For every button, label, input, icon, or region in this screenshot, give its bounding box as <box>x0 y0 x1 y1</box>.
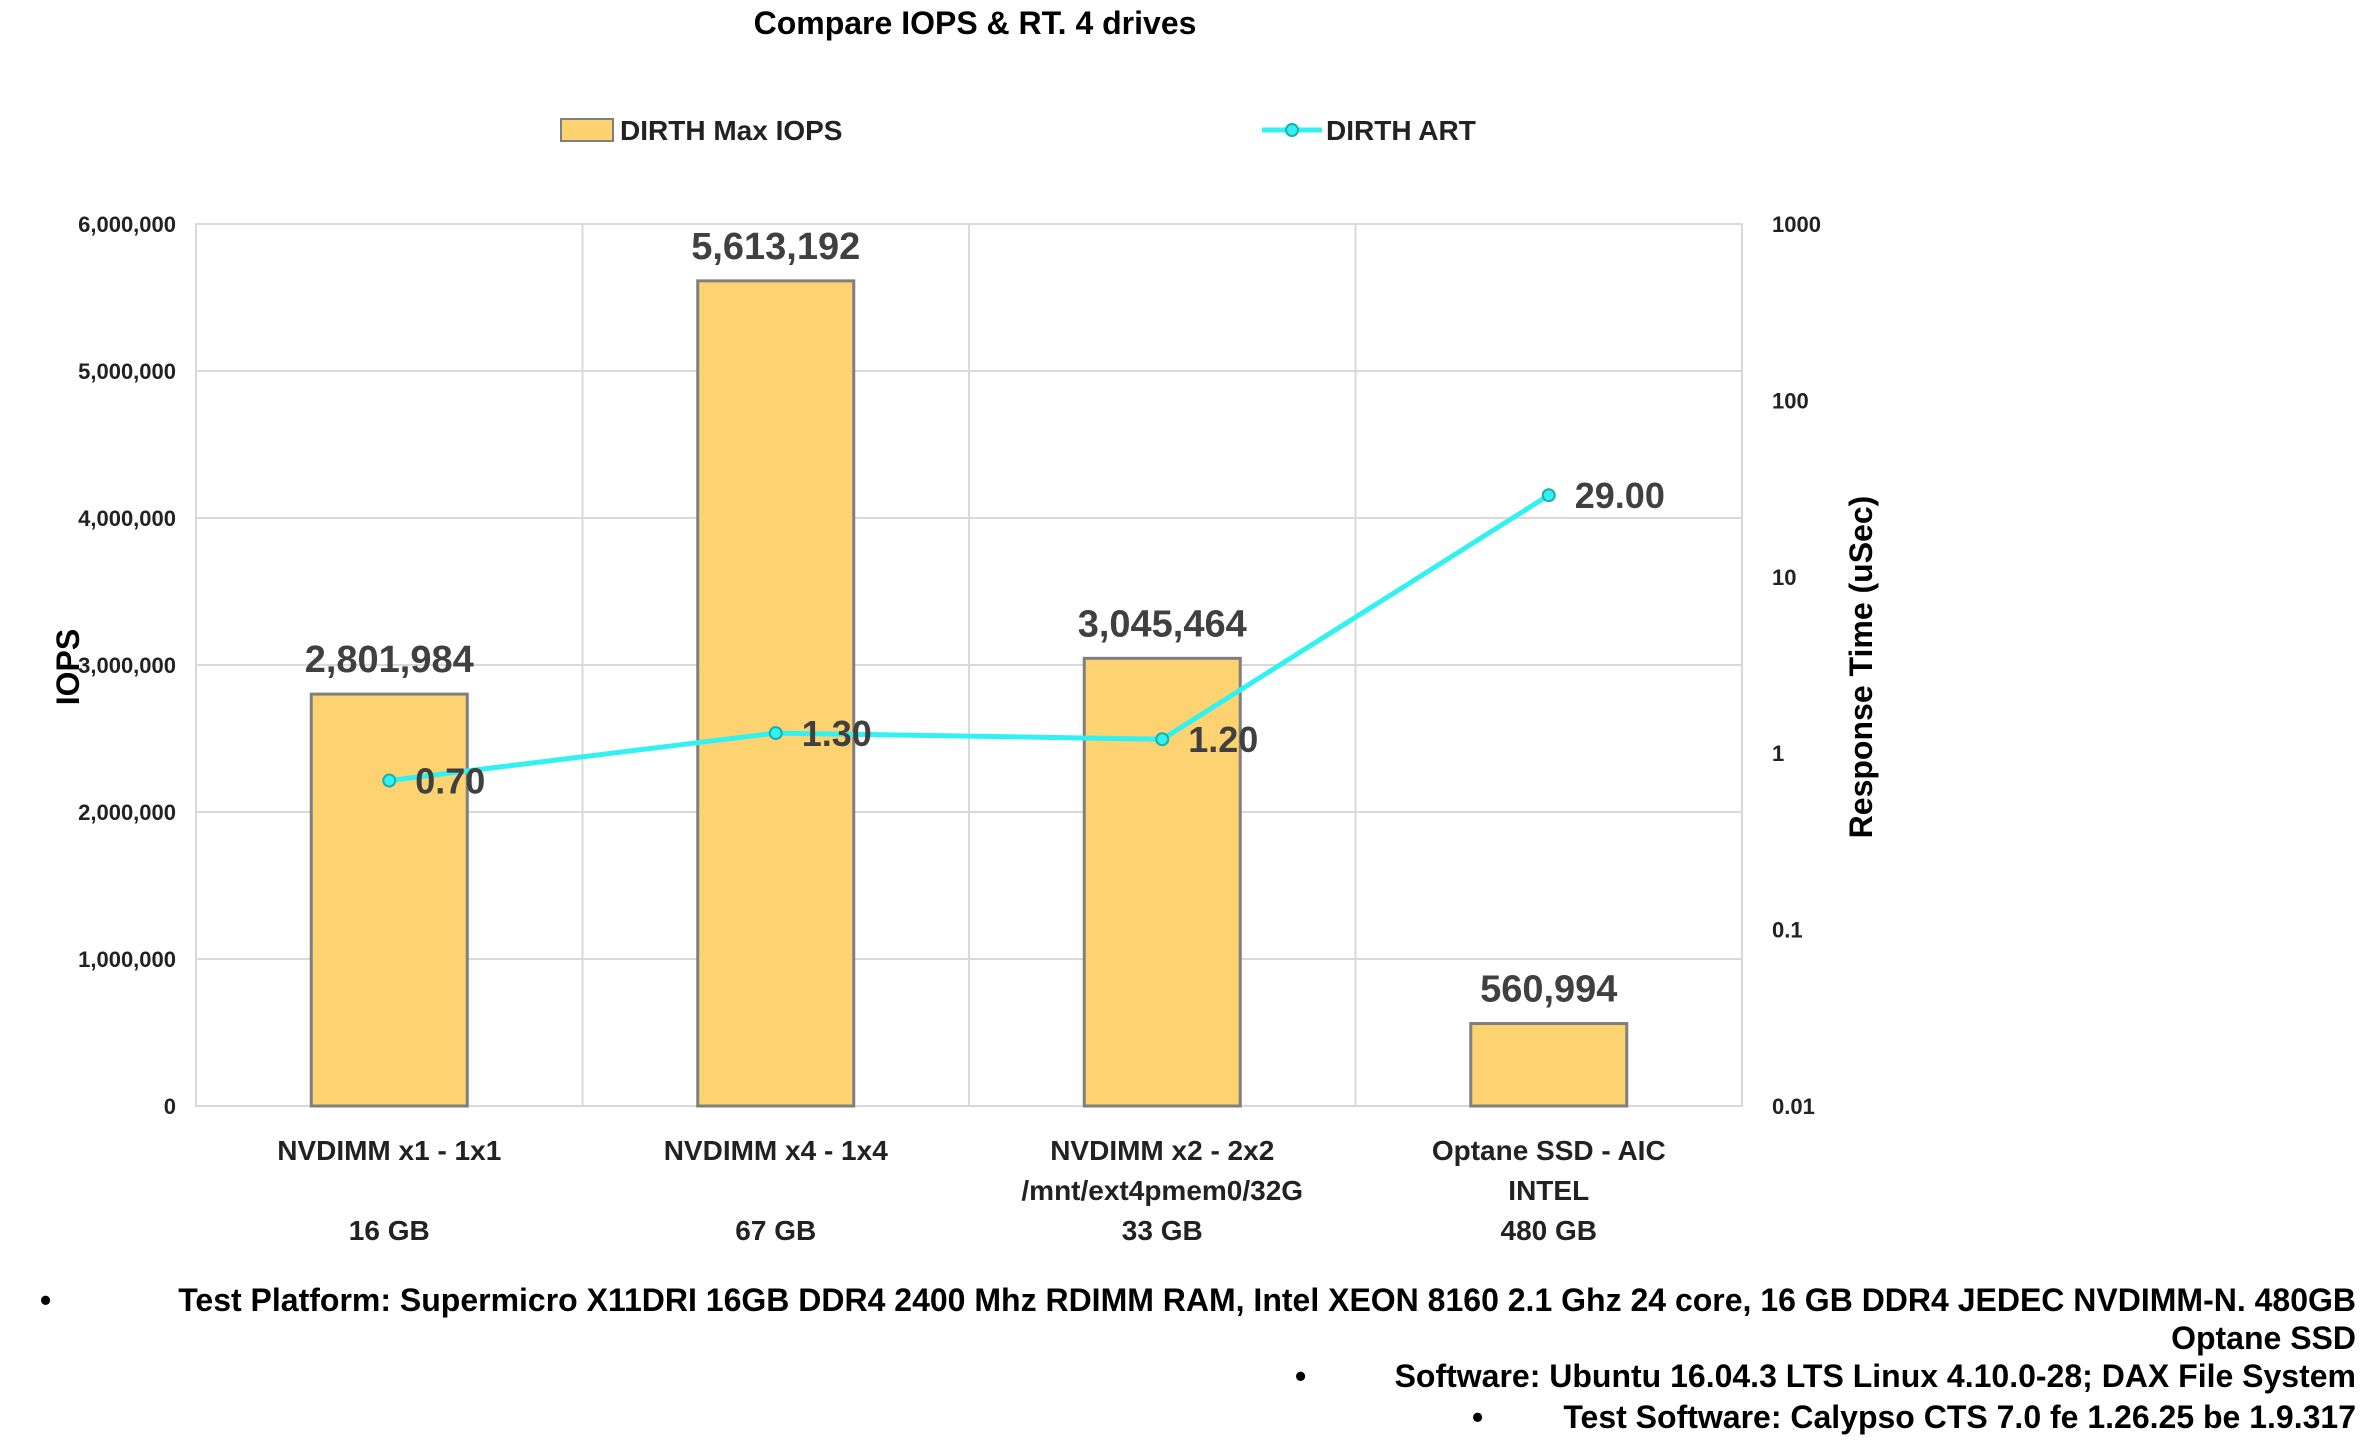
y2-tick-label: 0.1 <box>1772 918 1803 943</box>
bar-data-label: 560,994 <box>1480 969 1617 1011</box>
y2-tick-label: 0.01 <box>1772 1094 1815 1119</box>
bar-data-label: 2,801,984 <box>305 639 474 681</box>
art-point <box>1155 732 1170 747</box>
y-tick-label: 1,000,000 <box>78 947 176 972</box>
legend-swatch-iops <box>560 118 614 142</box>
y2-tick-label: 1000 <box>1772 212 1821 237</box>
x-category-label: 16 GB <box>349 1215 430 1246</box>
line-series: 0.70 1.30 1.20 29.00 <box>382 475 1665 802</box>
category-labels: NVDIMM x1 - 1x1 16 GB NVDIMM x4 - 1x4 67 GB… <box>277 1135 1665 1246</box>
bullet: • <box>1472 1399 1484 1435</box>
y2-tick-label: 10 <box>1772 565 1796 590</box>
art-data-label: 1.30 <box>802 713 872 754</box>
y-tick-label: 2,000,000 <box>78 800 176 825</box>
y-tick-label: 4,000,000 <box>78 506 176 531</box>
x-category-label: Optane SSD - AIC <box>1432 1135 1666 1166</box>
art-point <box>768 726 783 741</box>
x-category-label: NVDIMM x2 - 2x2 <box>1050 1135 1274 1166</box>
y-tick-label: 0 <box>164 1094 176 1119</box>
x-category-label: 33 GB <box>1122 1215 1203 1246</box>
art-data-label: 0.70 <box>415 761 485 802</box>
bar <box>309 692 469 1108</box>
note-text: Optane SSD <box>2171 1320 2356 1356</box>
y-tick-label: 6,000,000 <box>78 212 176 237</box>
art-point <box>382 773 397 788</box>
bar <box>1469 1022 1629 1108</box>
y-tick-label: 5,000,000 <box>78 359 176 384</box>
x-category-label: 480 GB <box>1501 1215 1598 1246</box>
right-axis-ticks: 0.01 0.1 1 10 100 1000 <box>1772 212 1821 1119</box>
bullet: • <box>40 1282 52 1318</box>
bar-series: 2,801,984 5,613,192 3,045,464 560,994 <box>305 226 1629 1108</box>
y-axis-label: IOPS <box>50 629 86 705</box>
chart-title: Compare IOPS & RT. 4 drives <box>754 5 1197 41</box>
y2-tick-label: 1 <box>1772 741 1784 766</box>
y2-axis-label: Response Time (uSec) <box>1843 496 1879 839</box>
x-category-label: /mnt/ext4pmem0/32G <box>1021 1175 1303 1206</box>
art-line <box>388 493 1551 784</box>
x-category-label: NVDIMM x4 - 1x4 <box>664 1135 888 1166</box>
art-data-label: 29.00 <box>1575 475 1665 516</box>
bar <box>696 279 856 1108</box>
bar-data-label: 5,613,192 <box>691 226 860 268</box>
note-text: Test Platform: Supermicro X11DRI 16GB DD… <box>178 1282 2356 1318</box>
art-point <box>1541 488 1556 503</box>
note-text: Software: Ubuntu 16.04.3 LTS Linux 4.10.… <box>1394 1358 2356 1394</box>
x-category-label: INTEL <box>1508 1175 1589 1206</box>
legend-label-iops: DIRTH Max IOPS <box>620 115 842 146</box>
iops-rt-chart: Compare IOPS & RT. 4 drives DIRTH Max IO… <box>50 5 1879 1246</box>
legend-marker-art <box>1285 123 1299 137</box>
legend-label-art: DIRTH ART <box>1326 115 1476 146</box>
x-category-label: 67 GB <box>735 1215 816 1246</box>
left-axis-ticks: 0 1,000,000 2,000,000 3,000,000 4,000,000 5,0… <box>78 212 176 1119</box>
note-text: Test Software: Calypso CTS 7.0 fe 1.26.2… <box>1563 1399 2356 1435</box>
art-data-label: 1.20 <box>1188 719 1258 760</box>
legend: DIRTH Max IOPS DIRTH ART <box>560 115 1476 146</box>
y-tick-label: 3,000,000 <box>78 653 176 678</box>
x-category-label: NVDIMM x1 - 1x1 <box>277 1135 501 1166</box>
y2-tick-label: 100 <box>1772 388 1809 413</box>
bullet: • <box>1295 1358 1307 1394</box>
bar-data-label: 3,045,464 <box>1078 603 1247 645</box>
